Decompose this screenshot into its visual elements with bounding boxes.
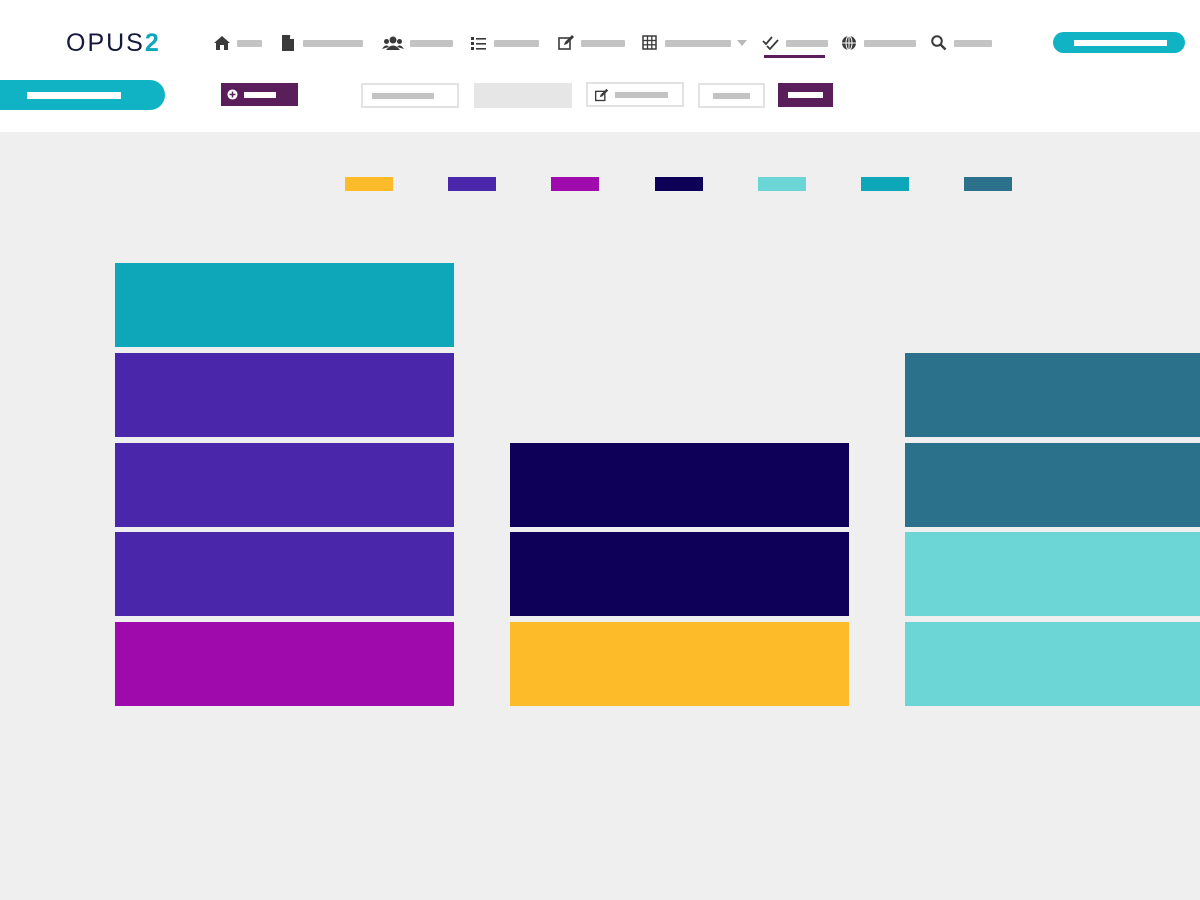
active-tab-indicator (764, 55, 825, 58)
legend-swatch (964, 177, 1013, 191)
globe-icon (842, 35, 856, 51)
chevron-down-icon (737, 40, 747, 46)
board-card[interactable] (905, 532, 1200, 616)
legend-swatch (448, 177, 497, 191)
button-label-placeholder (244, 92, 276, 98)
search-icon (931, 35, 947, 51)
legend-swatch (345, 177, 393, 191)
nav-label-placeholder (494, 39, 539, 47)
nav-label-placeholder (864, 39, 916, 47)
edit-view-button[interactable] (586, 82, 684, 107)
legend-swatch (757, 177, 806, 191)
board-card[interactable] (905, 443, 1200, 527)
plus-circle-icon (227, 89, 238, 100)
nav-label-placeholder (581, 39, 625, 47)
input-placeholder (372, 93, 434, 99)
account-button[interactable] (1053, 32, 1185, 53)
filter-input[interactable] (361, 83, 459, 108)
board-card[interactable] (115, 353, 454, 437)
nav-label-placeholder (303, 39, 363, 47)
nav-item-home[interactable] (213, 33, 262, 53)
board-card[interactable] (510, 532, 849, 616)
button-label-placeholder (788, 92, 823, 98)
board-card[interactable] (115, 263, 454, 347)
disabled-button[interactable] (474, 83, 572, 108)
app-logo[interactable]: OPUS2 (66, 29, 161, 57)
nav-item-users[interactable] (382, 33, 453, 53)
top-bar: OPUS2 (0, 0, 1200, 132)
users-icon (382, 36, 404, 50)
board-card[interactable] (905, 622, 1200, 706)
nav-label-placeholder (665, 39, 731, 47)
add-button[interactable] (221, 83, 298, 106)
nav-label-placeholder (410, 39, 453, 47)
grid-icon (642, 35, 657, 50)
secondary-button[interactable] (698, 83, 765, 108)
legend-swatch (861, 177, 909, 191)
nav-item-edit[interactable] (557, 33, 625, 53)
home-icon (214, 36, 230, 50)
sidebar-toggle-tab[interactable] (0, 80, 165, 110)
board-card[interactable] (905, 353, 1200, 437)
nav-label-placeholder (786, 39, 828, 47)
nav-item-tasks[interactable] (762, 33, 828, 53)
nav-item-search[interactable] (930, 33, 992, 53)
nav-label-placeholder (237, 39, 262, 47)
nav-label-placeholder (954, 39, 992, 47)
legend-swatch (654, 177, 703, 191)
nav-item-list[interactable] (470, 33, 539, 53)
checkmarks-icon (762, 36, 779, 51)
board-card[interactable] (115, 443, 454, 527)
list-icon (471, 37, 486, 50)
button-label-placeholder (713, 93, 750, 99)
nav-item-globe[interactable] (840, 33, 916, 53)
board-card[interactable] (510, 443, 849, 527)
legend-swatch (551, 177, 600, 191)
nav-item-grid[interactable] (641, 33, 747, 53)
tab-label-placeholder (27, 92, 121, 99)
button-label-placeholder (1074, 40, 1167, 46)
primary-button[interactable] (778, 83, 833, 107)
edit-icon (558, 35, 574, 50)
nav-item-documents[interactable] (279, 33, 363, 53)
board-card[interactable] (115, 532, 454, 616)
board-card[interactable] (115, 622, 454, 706)
button-label-placeholder (615, 92, 668, 98)
board-card[interactable] (510, 622, 849, 706)
edit-icon (595, 88, 609, 102)
document-icon (282, 35, 294, 51)
